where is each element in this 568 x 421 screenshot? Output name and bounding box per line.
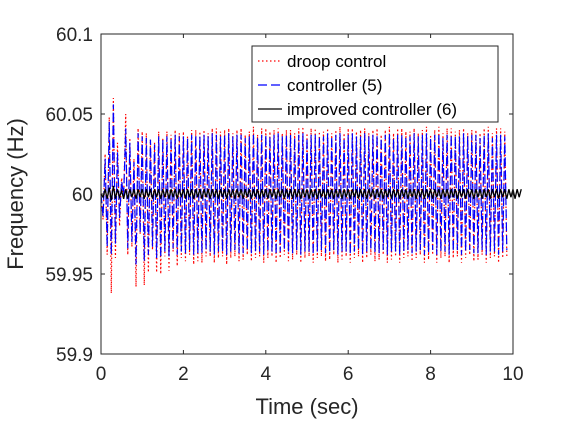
x-tick-label: 8 xyxy=(425,364,436,385)
y-tick-label: 59.95 xyxy=(45,265,93,286)
legend: droop control controller (5) improved co… xyxy=(251,45,499,123)
y-tick-label: 59.9 xyxy=(56,345,93,366)
x-tick-label: 0 xyxy=(96,364,107,385)
x-tick-label: 2 xyxy=(178,364,189,385)
y-tick-label: 60 xyxy=(72,185,93,206)
series-line-2 xyxy=(100,185,522,201)
legend-box xyxy=(251,45,499,123)
y-tick-label: 60.05 xyxy=(45,105,93,126)
legend-label-droop-control: droop control xyxy=(287,52,386,71)
x-axis-label: Time (sec) xyxy=(255,394,358,419)
ticks-layer: 0 2 4 6 8 10 59.9 59.95 60 60.05 60.1 xyxy=(45,25,523,385)
legend-label-improved-controller-6: improved controller (6) xyxy=(287,100,457,119)
x-tick-label: 10 xyxy=(502,364,523,385)
y-tick-label: 60.1 xyxy=(56,25,93,46)
series-layer xyxy=(100,97,522,294)
y-axis-label: Frequency (Hz) xyxy=(3,118,28,270)
x-tick-label: 6 xyxy=(343,364,354,385)
x-tick-label: 4 xyxy=(261,364,272,385)
legend-label-controller-5: controller (5) xyxy=(287,76,382,95)
